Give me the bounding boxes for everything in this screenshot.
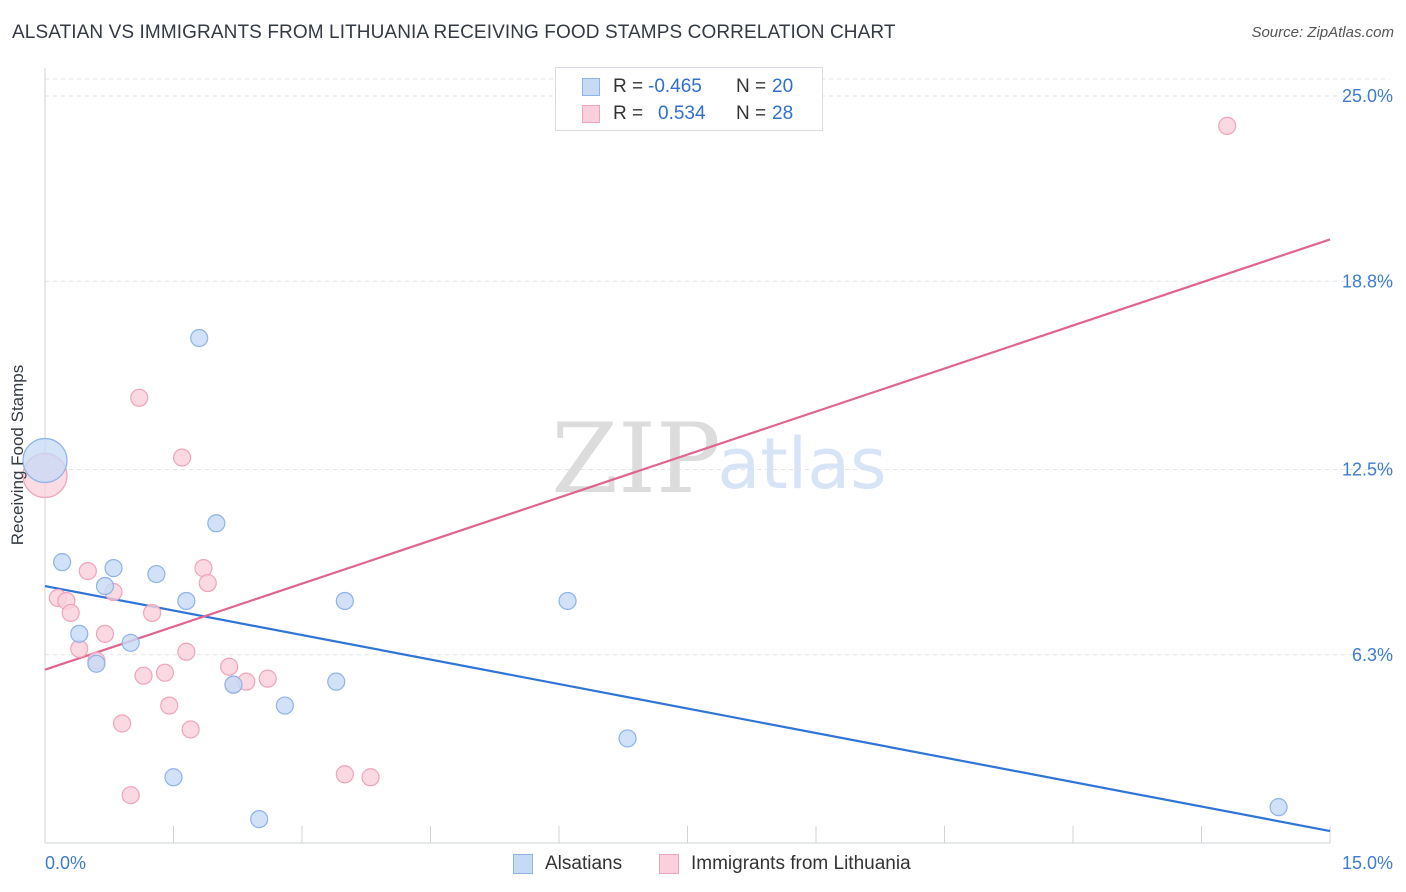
lithuania-point (1218, 116, 1237, 135)
y-tick-label: 12.5% (1342, 460, 1393, 480)
alsatian-point (70, 624, 89, 643)
alsatian-point (1269, 798, 1288, 817)
legend-label-alsatians: Alsatians (545, 853, 623, 874)
legend-row-alsatians: R = -0.465 N = 20 (556, 74, 822, 100)
legend-n-label: N = (736, 103, 767, 124)
alsatian-point (335, 591, 354, 611)
lithuania-point (220, 657, 239, 676)
alsatian-point (618, 729, 637, 748)
lithuania-point (160, 696, 179, 715)
alsatian-point (121, 633, 140, 652)
x-tick-label-min: 0.0% (45, 853, 86, 873)
lithuania-point (121, 786, 140, 805)
lithuania-point (61, 603, 80, 623)
lithuania-point (361, 768, 380, 787)
alsatian-point (224, 675, 243, 694)
lithuania-point (177, 642, 196, 661)
lithuania-point (134, 666, 153, 685)
alsatian-point (164, 768, 183, 787)
lithuania-point (198, 573, 217, 593)
watermark-zip: ZIP (551, 403, 720, 515)
legend-swatch-blue (513, 854, 533, 874)
correlation-legend: R = -0.465 N = 20 R = 0.534 N = 28 (555, 67, 823, 131)
alsatian-point (177, 591, 196, 611)
legend-n-value: 28 (772, 103, 794, 124)
lithuania-point (112, 714, 132, 733)
lithuania-point (194, 559, 213, 578)
lithuania-point (130, 388, 149, 407)
lithuania-trend-line (44, 238, 1331, 671)
legend-row-lithuania: R = 0.534 N = 28 (556, 101, 822, 127)
alsatian-point (190, 328, 209, 348)
legend-r-value: -0.465 (648, 76, 702, 97)
lithuania-point (258, 669, 277, 688)
legend-n-label: N = (736, 76, 767, 97)
alsatian-point (95, 576, 115, 596)
alsatian-trend-line (44, 584, 1331, 833)
lithuania-point (155, 663, 175, 682)
alsatian-point (207, 514, 226, 533)
y-axis-label: Receiving Food Stamps (8, 364, 27, 546)
alsatian-point (147, 564, 166, 584)
legend-swatch-blue (582, 78, 600, 96)
source-label: Source: ZipAtlas.com (1251, 24, 1394, 41)
series-legend: Alsatians Immigrants from Lithuania (0, 852, 1406, 878)
alsatian-point (327, 672, 346, 691)
legend-r-label: R = (613, 76, 644, 97)
y-tick-label: 18.8% (1342, 271, 1393, 291)
alsatian-point (558, 591, 577, 611)
lithuania-point (95, 624, 115, 643)
alsatian-point (22, 437, 68, 484)
lithuania-point (142, 603, 162, 623)
lithuania-point (181, 720, 200, 739)
alsatian-point (104, 559, 123, 578)
y-tick-label: 6.3% (1352, 645, 1393, 665)
lithuania-point (172, 448, 192, 467)
legend-r-value: 0.534 (658, 103, 706, 124)
alsatian-point (53, 553, 72, 572)
lithuania-point (78, 561, 97, 581)
alsatian-point (87, 654, 106, 673)
lithuania-point (335, 765, 354, 784)
legend-swatch-pink (582, 105, 600, 123)
legend-n-value: 20 (772, 76, 794, 97)
chart-title: ALSATIAN VS IMMIGRANTS FROM LITHUANIA RE… (12, 22, 896, 43)
legend-label-lithuania: Immigrants from Lithuania (691, 853, 911, 874)
alsatian-point (275, 696, 294, 715)
legend-r-label: R = (613, 103, 644, 124)
watermark-atlas: atlas (717, 423, 886, 505)
alsatian-point (250, 809, 269, 829)
legend-swatch-pink (659, 854, 679, 874)
y-tick-label: 25.0% (1342, 86, 1393, 106)
x-tick-label-max: 15.0% (1342, 853, 1393, 873)
